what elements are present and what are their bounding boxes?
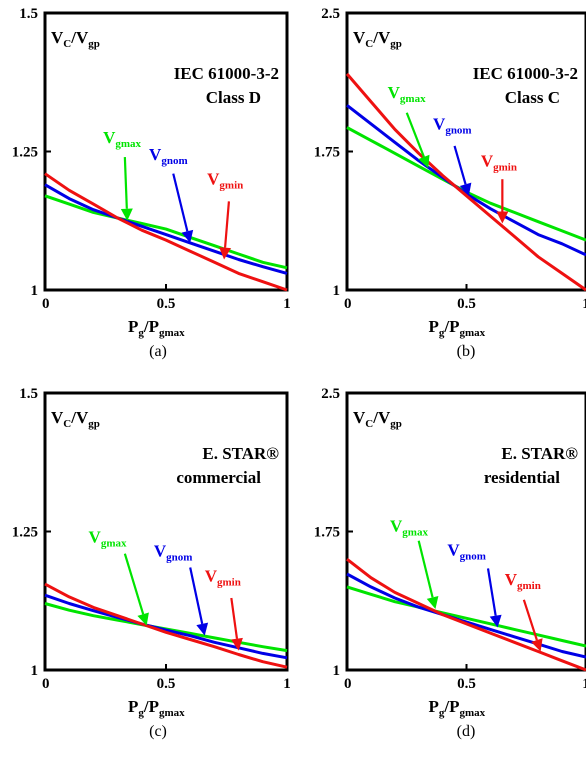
y-tick-label: 1 [333,283,341,299]
series-line-gnom [346,572,586,659]
x-tick-label: 0.5 [457,296,476,312]
series-line-gmin [345,72,586,292]
y-tick-label: 1.25 [12,145,38,161]
annotation-arrow-gmin [230,597,239,639]
annotation-arrowhead-gmin [231,637,243,651]
series-line-gmax [44,602,288,653]
y-tick-label: 1.5 [19,386,38,402]
x-axis-label: Pg/Pgmax [128,697,185,719]
series-line-gmax [346,585,586,648]
y-axis-label: VC/Vgp [51,408,100,430]
annotation-arrowhead-gnom [196,622,209,636]
panel-caption: (b) [457,343,476,360]
series-label-gmin: Vgmin [207,170,243,192]
chart-panel-4: 1 1.75 2.5 0 0.5 1 VC/Vgp E. STAR® residential Vg… [314,386,586,740]
panel-caption: (a) [149,343,167,360]
x-axis-label: Pg/Pgmax [429,697,486,719]
x-tick-label: 0 [42,676,50,692]
x-tick-label: 0 [42,296,50,312]
annotation-arrowhead-gmin [496,211,509,224]
chart-panel-2: 1 1.75 2.5 0 0.5 1 VC/Vgp IEC 61000-3-2 Class C V… [314,6,586,360]
series-label-gmin: Vgmin [205,566,241,588]
series-label-gnom: Vgnom [447,541,486,563]
annotation-arrow-gnom [486,568,497,616]
annotation-arrowhead-gnom [459,182,472,196]
series-label-gmax: Vgmax [388,83,426,105]
chart-title-line: commercial [176,468,261,487]
series-label-gmax: Vgmax [89,528,127,550]
annotation-arrow-gmax [417,540,434,598]
y-tick-label: 1 [31,663,39,679]
annotation-arrow-gmax [123,156,128,209]
series-label-gmax: Vgmax [103,128,141,150]
annotation-arrow-gnom [172,173,189,232]
plot-frame [43,11,289,292]
series-line-gnom [44,593,288,660]
x-axis-label: Pg/Pgmax [429,317,486,339]
chart-title-line: IEC 61000-3-2 [473,64,578,83]
chart-title-line: E. STAR® [501,444,578,463]
x-axis-label: Pg/Pgmax [128,317,185,339]
chart-title-line: IEC 61000-3-2 [174,64,279,83]
annotation-arrowhead-gnom [489,614,502,628]
series-line-gmin [346,558,586,672]
chart-title-line: residential [484,468,560,487]
plot-frame [345,391,586,672]
x-tick-label: 1 [582,676,586,692]
y-tick-label: 1.5 [19,6,38,22]
y-tick-label: 1.75 [314,145,340,161]
plot-frame [345,11,586,292]
x-tick-label: 0 [344,676,352,692]
series-label-gnom: Vgnom [433,114,472,136]
panel-caption: (c) [149,723,167,740]
y-axis-label: VC/Vgp [51,28,100,50]
y-tick-label: 1 [31,283,39,299]
x-tick-label: 0.5 [157,296,176,312]
annotation-arrow-gmin [223,201,231,248]
annotation-arrowhead-gmax [137,612,149,626]
series-label-gmax: Vgmax [390,517,428,539]
annotation-arrowhead-gmax [120,208,133,221]
annotation-arrowhead-gmin [531,638,543,652]
annotation-arrowhead-gnom [181,229,194,243]
y-axis-label: VC/Vgp [353,408,402,430]
series-label-gmin: Vgmin [505,570,541,592]
annotation-arrow-gmin [522,599,538,641]
annotation-arrowhead-gmax [426,595,439,610]
y-tick-label: 2.5 [321,386,340,402]
series-line-gmin [44,172,288,292]
annotation-arrowhead-gmin [219,247,232,260]
annotation-arrow-gnom [453,145,467,185]
series-label-gmin: Vgmin [481,151,517,173]
x-tick-label: 0.5 [157,676,176,692]
panel-caption: (d) [457,723,476,740]
y-tick-label: 2.5 [321,6,340,22]
chart-panel-3: 1 1.25 1.5 0 0.5 1 VC/Vgp E. STAR® commercial Vgm… [12,386,291,740]
x-tick-label: 1 [283,296,291,312]
y-tick-label: 1.75 [314,525,340,541]
annotation-arrowhead-gmax [418,154,430,169]
y-axis-label: VC/Vgp [353,28,402,50]
annotation-arrow-gmax [123,553,145,615]
series-label-gnom: Vgnom [154,541,193,563]
chart-title-line: Class C [505,88,560,107]
annotation-arrow-gnom [189,567,204,625]
series-line-gnom [44,183,288,275]
annotation-arrow-gmax [405,112,425,158]
series-label-gnom: Vgnom [149,145,188,167]
chart-panel-1: 1 1.25 1.5 0 0.5 1 VC/Vgp IEC 61000-3-2 Class D V… [12,6,291,360]
chart-title-line: E. STAR® [202,444,279,463]
series-line-gmax [44,194,288,270]
chart-title-line: Class D [206,88,261,107]
x-tick-label: 1 [582,296,586,312]
series-line-gmin [44,582,288,669]
y-tick-label: 1 [333,663,341,679]
y-tick-label: 1.25 [12,525,38,541]
x-tick-label: 0.5 [457,676,476,692]
x-tick-label: 1 [283,676,291,692]
x-tick-label: 0 [344,296,352,312]
